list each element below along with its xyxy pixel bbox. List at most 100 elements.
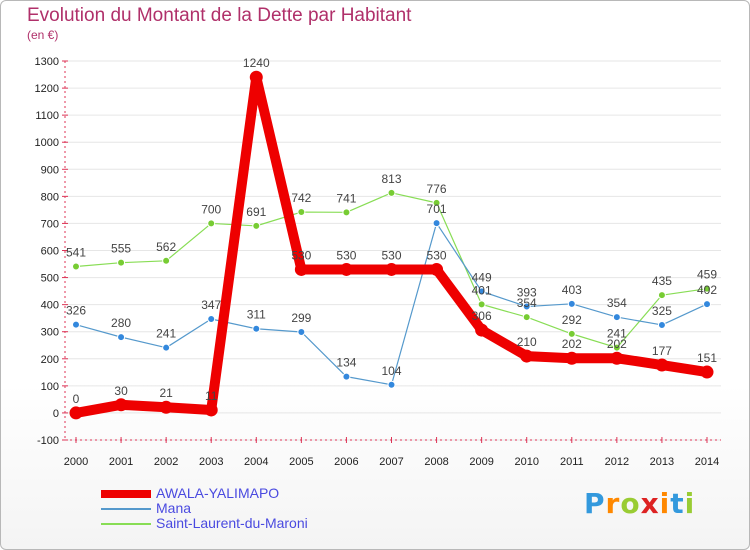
legend-item: AWALA-YALIMAPO [101,485,361,501]
data-point [657,291,666,300]
data-point [207,219,216,228]
data-label: 104 [381,364,401,378]
legend-label: Saint-Laurent-du-Maroni [156,515,308,531]
x-tick-label: 2002 [154,456,178,468]
data-label: 459 [697,268,717,282]
data-point [294,262,308,276]
y-tick-label: 800 [41,191,59,203]
x-tick-label: 2005 [289,456,313,468]
data-label: 299 [291,311,311,325]
data-label: 742 [291,191,311,205]
data-label: 0 [73,392,80,406]
data-label: 311 [247,308,266,322]
data-label: 741 [336,191,356,205]
logo-letter: r [605,487,621,520]
data-point [655,358,669,372]
x-axis: 2000 2001 2002 2003 2004 2005 2006 2007 2008 2009… [64,437,721,468]
data-point [385,262,398,276]
data-point [703,284,711,293]
data-label: 347 [201,298,221,312]
y-axis: -100010020030040050060070080090010001100… [35,56,721,447]
data-point [522,313,531,322]
data-point [72,320,80,329]
logo-letter: x [640,487,660,520]
data-point [162,343,171,352]
chart-title: Evolution du Montant de la Dette par Hab… [27,5,412,26]
y-tick-label: 1200 [35,83,59,95]
data-label: 202 [607,337,627,351]
y-tick-label: -100 [37,435,59,447]
data-label: 30 [114,384,128,398]
proxiti-logo: Proxiti [584,487,695,520]
data-point [430,262,444,276]
data-label: 530 [427,248,447,262]
data-label: 210 [517,335,537,349]
legend-item: Mana [101,500,361,516]
legend-item: Saint-Laurent-du-Maroni [101,515,361,531]
data-point [477,287,486,296]
data-point [207,314,216,323]
data-point [657,320,666,329]
data-label: 393 [517,286,537,300]
x-tick-label: 2009 [469,456,493,468]
data-label: 1240 [243,56,270,70]
data-label: 700 [201,202,221,216]
data-point [297,208,306,217]
y-tick-label: 600 [41,246,59,258]
data-label: 541 [66,245,86,259]
legend-label: AWALA-YALIMAPO [156,485,280,501]
y-tick-label: 100 [41,381,59,393]
data-point [114,398,128,412]
x-tick-label: 2012 [605,456,629,468]
logo-letter: i [684,487,696,520]
legend: AWALA-YALIMAPO Mana Saint-Laurent-du-Maron… [101,485,361,531]
x-tick-label: 2006 [334,456,358,468]
data-point [159,400,173,414]
data-label: 354 [517,296,537,310]
data-point [252,324,261,333]
x-tick-label: 2004 [244,456,268,468]
y-tick-label: 400 [41,300,59,312]
y-tick-label: 1100 [35,110,59,122]
x-tick-label: 2011 [560,456,584,468]
data-point [117,258,126,267]
data-point [567,299,576,308]
data-label: 401 [472,283,492,297]
data-point [477,300,486,309]
logo-letter: P [584,487,606,520]
logo-letter: t [670,487,685,520]
y-tick-label: 0 [53,408,59,420]
data-label: 530 [291,248,311,262]
data-point [249,70,263,84]
legend-swatch [101,490,151,498]
data-label: 530 [381,248,401,262]
data-point [204,403,218,417]
data-label: 241 [156,327,176,341]
data-label: 562 [156,240,176,254]
data-point [342,372,351,381]
legend-label: Mana [156,500,192,516]
legend-swatch [101,508,151,510]
data-label: 306 [472,309,492,323]
data-point [387,188,396,197]
data-point [703,300,711,309]
data-label: 449 [472,270,492,284]
logo-letter: o [620,487,641,520]
x-tick-label: 2000 [64,456,88,468]
data-point [297,327,306,336]
data-label: 177 [652,344,672,358]
legend-swatch [101,523,151,525]
data-point [387,380,396,389]
data-point [610,351,624,365]
data-label: 325 [652,304,672,318]
data-point [475,323,489,337]
y-tick-label: 300 [41,327,59,339]
x-tick-label: 2008 [424,456,448,468]
data-point [252,221,261,230]
data-point [432,198,441,207]
data-point [612,313,621,322]
data-label: 21 [159,386,173,400]
data-label: 151 [697,351,717,365]
data-label: 555 [111,242,131,256]
